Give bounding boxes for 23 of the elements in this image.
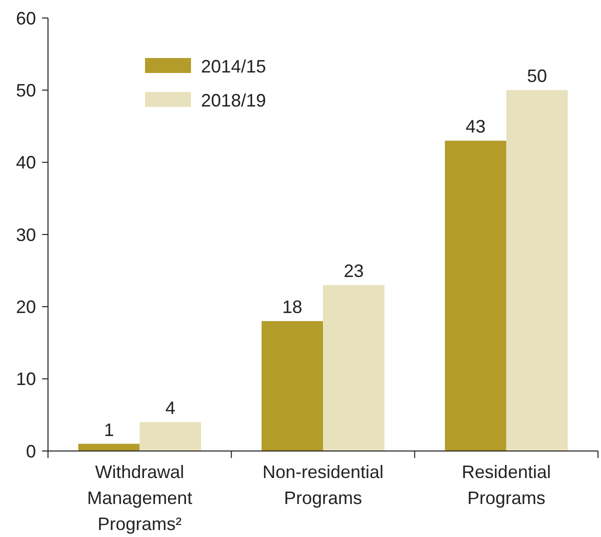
bar (444, 140, 506, 451)
data-label: 4 (165, 398, 176, 418)
legend-label: 2014/15 (201, 56, 266, 76)
x-tick-label: Withdrawal Management Programs² (87, 462, 192, 534)
legend-label: 2018/19 (201, 90, 266, 110)
x-tick-label: Residential Programs (462, 462, 551, 508)
y-tick-label: 50 (16, 80, 36, 100)
y-tick-label: 0 (26, 441, 36, 462)
bar (140, 422, 202, 451)
bar (506, 90, 568, 451)
y-tick-label: 60 (16, 8, 36, 28)
y-tick-label: 40 (16, 152, 36, 173)
y-tick-label: 10 (16, 369, 36, 390)
x-tick-label: Non-residential Programs (262, 462, 384, 508)
y-tick-label: 20 (16, 296, 36, 317)
y-tick-label: 30 (16, 224, 36, 245)
data-label: 50 (527, 66, 548, 86)
data-label: 1 (104, 420, 114, 440)
data-label: 23 (344, 261, 364, 282)
data-label: 43 (466, 116, 486, 137)
data-label: 18 (282, 297, 302, 318)
bar (262, 321, 323, 451)
bar (323, 285, 384, 451)
